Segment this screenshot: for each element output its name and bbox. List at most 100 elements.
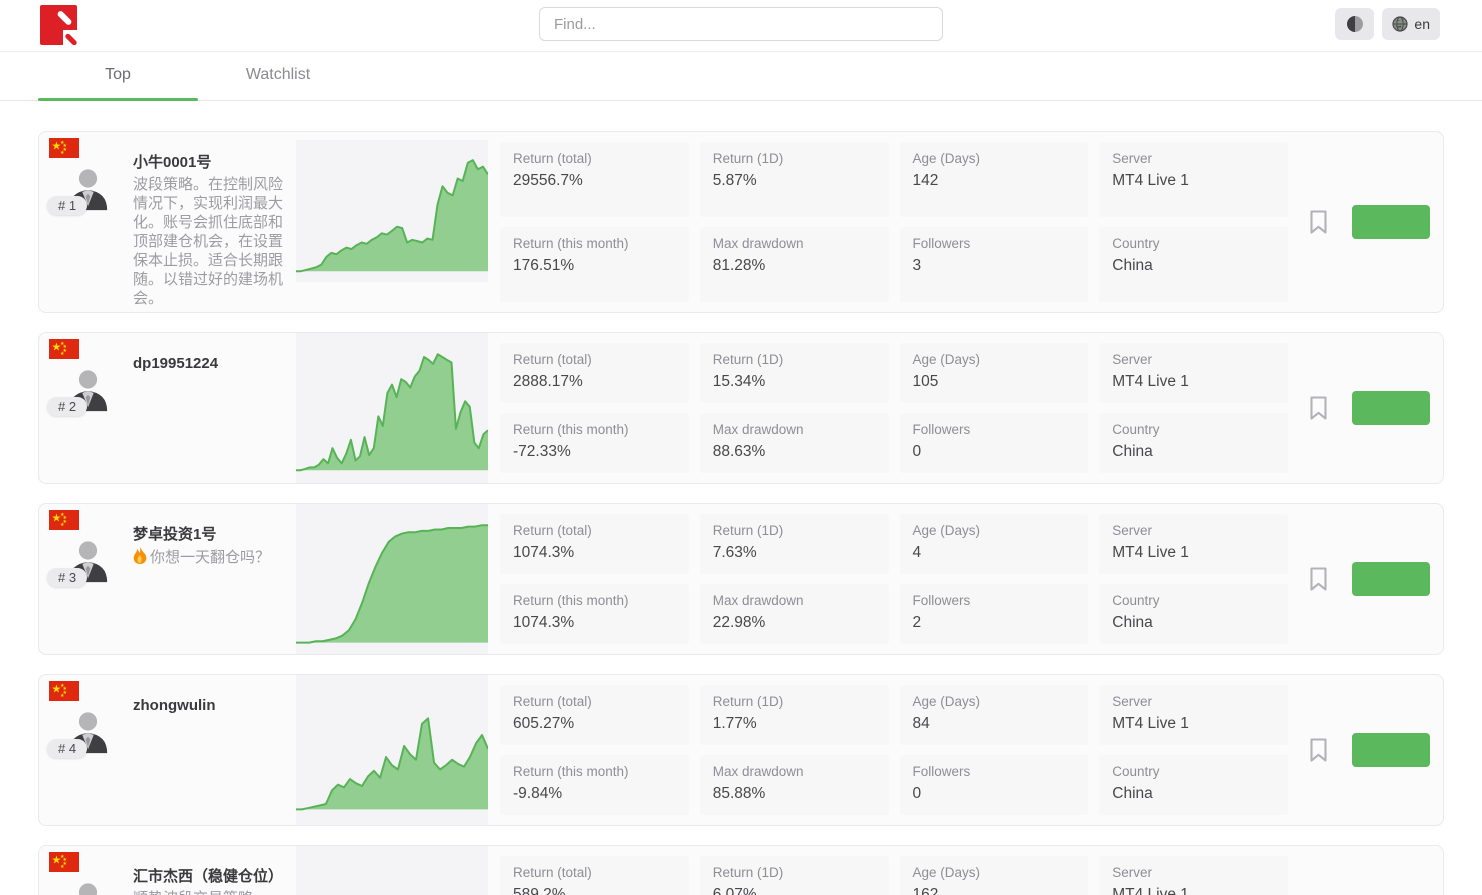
trader-list: ★ ★ ★ ★ ★ # 1 小牛0001号: [38, 131, 1444, 895]
stat-label: Max drawdown: [712, 764, 804, 779]
invest-button[interactable]: [1352, 391, 1430, 425]
svg-text:★: ★: [52, 342, 62, 354]
theme-toggle-button[interactable]: [1335, 8, 1375, 40]
invest-button[interactable]: [1352, 205, 1430, 239]
card-actions: [1300, 132, 1443, 312]
stat-label: Age (Days): [912, 865, 981, 880]
svg-text:★: ★: [60, 683, 65, 689]
stat-value: 5.87%: [712, 172, 757, 189]
trader-card: ★ ★ ★ ★ ★ # 1 小牛0001号: [38, 131, 1444, 313]
svg-text:★: ★: [63, 143, 68, 149]
stat-label: Max drawdown: [712, 593, 804, 608]
stat-value: 1074.3%: [513, 544, 575, 561]
stats-grid: Return (total) 605.27% Return (1D) 1.77% A…: [488, 675, 1300, 825]
stat-box: Followers 0: [899, 755, 1089, 815]
stat-box: Server MT4 Live 1: [1099, 514, 1288, 574]
bookmark-icon[interactable]: [1308, 566, 1329, 592]
stat-label: Server: [1112, 694, 1153, 709]
invest-button[interactable]: [1352, 562, 1430, 596]
svg-text:★: ★: [63, 857, 68, 863]
svg-text:★: ★: [52, 141, 62, 153]
rank-badge: # 1: [47, 196, 88, 215]
stat-box: Return (total) 2888.17%: [500, 343, 689, 403]
stat-value: 589.2%: [513, 886, 566, 895]
stat-label: Return (this month): [513, 593, 629, 608]
card-actions: [1300, 504, 1443, 654]
app-logo[interactable]: [40, 5, 79, 47]
bookmark-icon[interactable]: [1308, 209, 1329, 235]
svg-text:★: ★: [63, 344, 68, 350]
stat-box: Age (Days) 84: [899, 685, 1089, 745]
stat-value: 15.34%: [712, 373, 766, 390]
stat-label: Return (1D): [712, 151, 784, 166]
stat-value: 105: [912, 373, 939, 390]
stat-box: Country China: [1099, 755, 1288, 815]
stat-value: 142: [912, 172, 939, 189]
tab-top[interactable]: Top: [38, 52, 198, 101]
stat-label: Country: [1112, 422, 1160, 437]
stat-box: Followers 3: [899, 227, 1089, 302]
stat-box: Age (Days) 105: [899, 343, 1089, 403]
stat-value: 3: [912, 257, 922, 274]
svg-text:★: ★: [60, 854, 65, 860]
stat-label: Return (1D): [712, 865, 784, 880]
bookmark-icon[interactable]: [1308, 395, 1329, 421]
svg-text:★: ★: [60, 150, 65, 156]
svg-text:★: ★: [52, 684, 62, 696]
stat-box: Followers 2: [899, 584, 1089, 644]
stat-value: 85.88%: [712, 785, 766, 802]
bookmark-icon[interactable]: [1308, 737, 1329, 763]
svg-text:★: ★: [63, 861, 68, 867]
stat-value: MT4 Live 1: [1112, 544, 1189, 561]
stat-label: Age (Days): [912, 694, 981, 709]
svg-text:★: ★: [60, 693, 65, 699]
globe-icon: [1392, 16, 1409, 32]
stat-label: Max drawdown: [712, 236, 804, 251]
svg-text:★: ★: [60, 341, 65, 347]
stat-label: Server: [1112, 352, 1153, 367]
performance-chart: [296, 846, 488, 895]
logo-slash-icon: [56, 9, 73, 27]
stat-label: Return (total): [513, 352, 592, 367]
language-button[interactable]: en: [1382, 8, 1440, 40]
stat-label: Age (Days): [912, 352, 981, 367]
header-actions: en: [1335, 8, 1440, 40]
search-input[interactable]: [539, 7, 943, 41]
china-flag-icon: ★ ★ ★ ★ ★: [49, 510, 79, 530]
stat-box: Return (1D) 15.34%: [699, 343, 889, 403]
avatar: [68, 370, 108, 412]
stat-box: Server MT4 Live 1: [1099, 685, 1288, 745]
stat-box: Return (1D) 7.63%: [699, 514, 889, 574]
stat-box: Country China: [1099, 227, 1288, 302]
invest-button[interactable]: [1352, 733, 1430, 767]
stat-label: Return (1D): [712, 352, 784, 367]
stat-label: Country: [1112, 593, 1160, 608]
trader-name: zhongwulin: [133, 697, 216, 714]
performance-chart: [296, 333, 488, 483]
tab-bar: Top Watchlist: [0, 52, 1482, 101]
stat-box: Max drawdown 85.88%: [699, 755, 889, 815]
chart-line: [296, 354, 488, 470]
stat-value: 88.63%: [712, 443, 766, 460]
app-header: en: [0, 0, 1482, 52]
china-flag-icon: ★ ★ ★ ★ ★: [49, 852, 79, 872]
svg-text:★: ★: [63, 690, 68, 696]
svg-text:★: ★: [63, 147, 68, 153]
stat-box: Return (1D) 6.07%: [699, 856, 889, 895]
stat-value: 81.28%: [712, 257, 766, 274]
card-actions: [1300, 675, 1443, 825]
stat-label: Return (total): [513, 694, 592, 709]
stats-grid: Return (total) 29556.7% Return (1D) 5.87% …: [488, 132, 1300, 312]
stat-box: Max drawdown 22.98%: [699, 584, 889, 644]
stats-grid: Return (total) 589.2% Return (1D) 6.07% Ag…: [488, 846, 1300, 895]
stat-value: 4: [912, 544, 922, 561]
stat-box: Return (this month) 176.51%: [500, 227, 689, 302]
trader-description-text: 波段策略。在控制风险情况下，实现利润最大化。账号会抓住底部和顶部建仓机会，在设置…: [133, 176, 284, 307]
stat-label: Return (1D): [712, 523, 784, 538]
svg-text:★: ★: [63, 519, 68, 525]
stat-label: Followers: [912, 593, 971, 608]
svg-text:★: ★: [52, 513, 62, 525]
stat-box: Country China: [1099, 413, 1288, 473]
avatar: [78, 883, 98, 895]
tab-watchlist[interactable]: Watchlist: [245, 66, 311, 83]
